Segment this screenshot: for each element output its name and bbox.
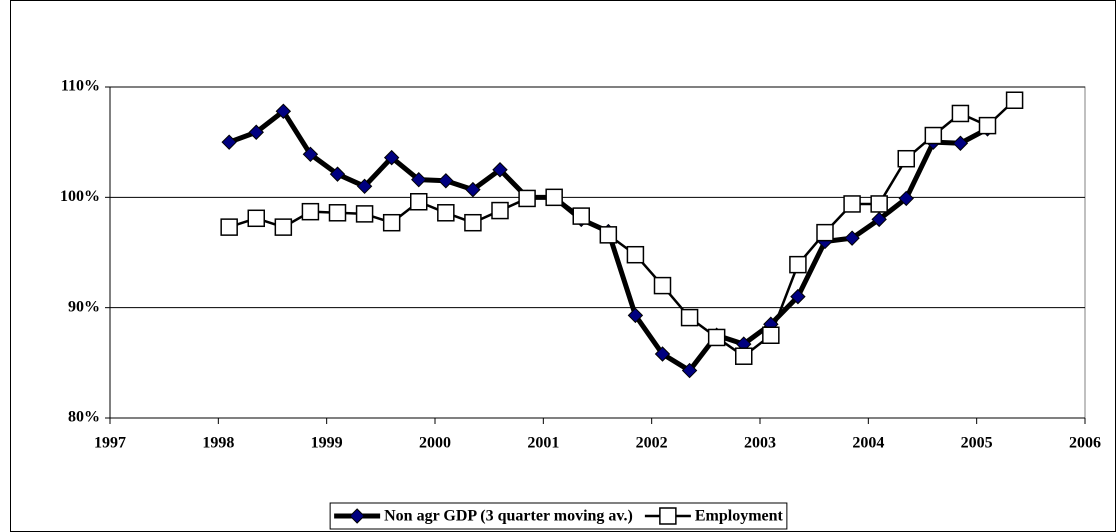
- point: [653, 276, 672, 295]
- x-tick-label: 2006: [1069, 435, 1101, 452]
- point: [1005, 91, 1024, 109]
- legend-marker: [349, 508, 365, 524]
- point: [843, 195, 861, 213]
- x-tick-label: 2001: [527, 435, 559, 452]
- point: [411, 171, 427, 188]
- point: [248, 124, 264, 140]
- point: [789, 255, 807, 274]
- point: [680, 308, 699, 327]
- legend-item: Non agr GDP (3 quarter moving av.): [334, 508, 633, 525]
- legend-box: [329, 502, 788, 530]
- point: [599, 226, 618, 244]
- point: [816, 223, 834, 242]
- point: [924, 126, 943, 145]
- plot-area: [109, 86, 1086, 419]
- point: [844, 230, 860, 246]
- point: [492, 162, 508, 178]
- point: [220, 218, 238, 236]
- y-tick-label: 90%: [68, 298, 100, 315]
- point: [329, 166, 346, 182]
- point: [545, 188, 563, 207]
- point: [356, 178, 373, 195]
- legend-marker: [659, 507, 677, 525]
- point: [247, 209, 265, 228]
- x-tick-label: 1998: [202, 435, 234, 452]
- point: [275, 103, 292, 119]
- point: [735, 347, 753, 365]
- point: [328, 204, 347, 222]
- legend-label: Non agr GDP (3 quarter moving av.): [384, 508, 633, 525]
- point: [790, 288, 806, 305]
- point: [897, 149, 915, 168]
- x-tick-label: 2002: [636, 435, 668, 452]
- point: [302, 146, 319, 163]
- point: [572, 207, 590, 225]
- point: [762, 326, 780, 344]
- point: [951, 104, 970, 123]
- y-tick-label: 110%: [61, 78, 100, 95]
- point: [871, 211, 887, 228]
- point: [978, 116, 997, 135]
- point: [518, 189, 536, 208]
- point: [274, 218, 293, 236]
- y-tick-label: 80%: [68, 409, 100, 426]
- point: [437, 204, 455, 222]
- point: [355, 205, 374, 223]
- point: [301, 202, 320, 221]
- point: [491, 201, 509, 220]
- point: [383, 149, 400, 166]
- point: [410, 192, 428, 211]
- point: [626, 245, 645, 264]
- y-tick-label: 100%: [60, 188, 100, 205]
- x-tick-label: 2000: [419, 435, 451, 452]
- point: [382, 213, 401, 232]
- x-tick-label: 2004: [852, 435, 884, 452]
- x-tick-label: 2003: [744, 435, 776, 452]
- point: [464, 213, 482, 232]
- point: [681, 362, 698, 379]
- point: [221, 134, 237, 150]
- point: [438, 173, 454, 189]
- point: [870, 195, 888, 213]
- x-tick-label: 2005: [961, 435, 993, 452]
- point: [898, 190, 914, 207]
- x-tick-label: 1999: [311, 435, 343, 452]
- x-tick-label: 1997: [94, 435, 126, 452]
- legend-label: Employment: [695, 508, 784, 525]
- legend-item: Employment: [644, 507, 784, 525]
- point: [627, 307, 644, 324]
- point: [654, 346, 671, 362]
- point: [465, 181, 481, 198]
- legend: Non agr GDP (3 quarter moving av.) Employ…: [329, 502, 788, 530]
- point: [707, 328, 726, 347]
- point: [952, 135, 969, 151]
